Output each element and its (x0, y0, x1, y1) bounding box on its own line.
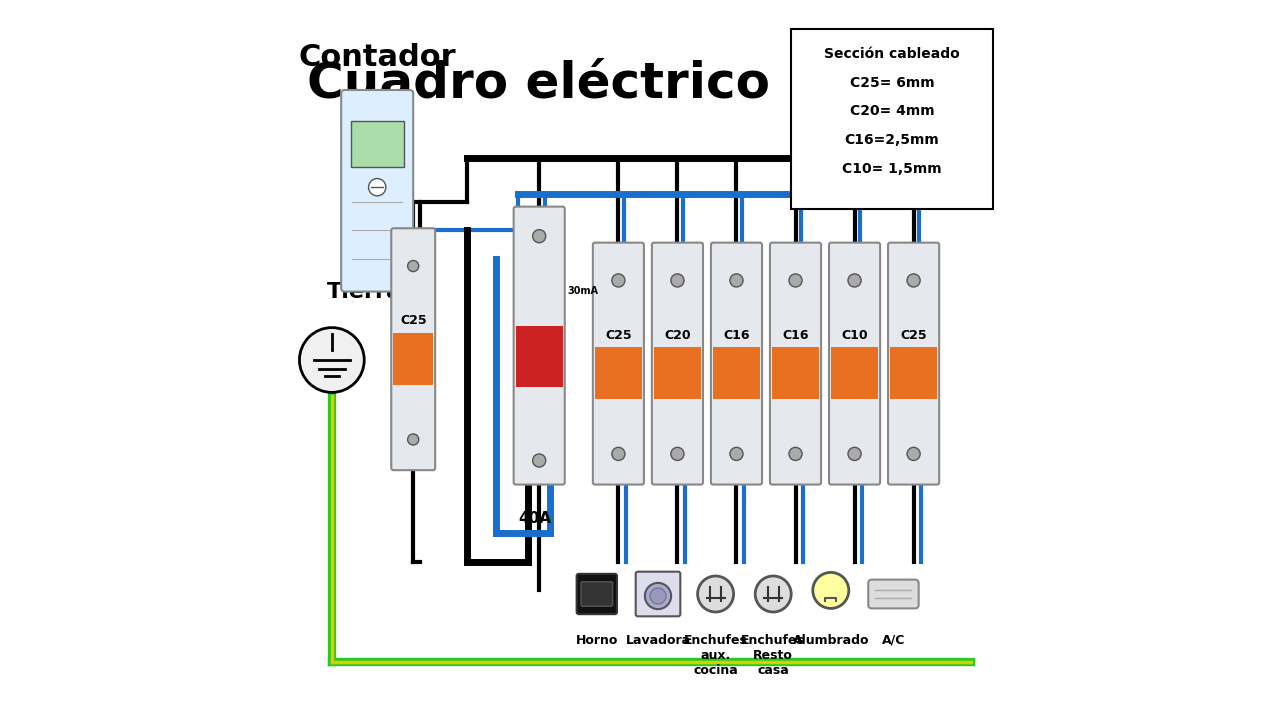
FancyBboxPatch shape (513, 207, 564, 485)
Circle shape (407, 261, 419, 271)
Text: Lavadora: Lavadora (626, 634, 691, 647)
Text: Contador: Contador (298, 43, 456, 72)
Text: C20= 4mm: C20= 4mm (850, 104, 934, 118)
FancyBboxPatch shape (710, 243, 762, 485)
Circle shape (908, 447, 920, 461)
Text: C25: C25 (900, 328, 927, 341)
Bar (516, 326, 563, 387)
FancyBboxPatch shape (351, 121, 404, 167)
Circle shape (730, 274, 742, 287)
Circle shape (532, 454, 545, 467)
Text: Enchufes
Resto
casa: Enchufes Resto casa (741, 634, 805, 677)
Circle shape (813, 572, 849, 608)
Circle shape (650, 588, 666, 604)
Circle shape (755, 576, 791, 612)
Bar (713, 347, 760, 399)
Text: 30mA: 30mA (567, 286, 598, 296)
Circle shape (788, 447, 803, 461)
FancyBboxPatch shape (636, 572, 681, 616)
Text: C25: C25 (399, 314, 426, 327)
Bar (595, 347, 641, 399)
Text: C16: C16 (723, 328, 750, 341)
Circle shape (788, 274, 803, 287)
FancyBboxPatch shape (593, 243, 644, 485)
FancyBboxPatch shape (577, 574, 617, 614)
Text: C10: C10 (841, 328, 868, 341)
Text: Alumbrado: Alumbrado (792, 634, 869, 647)
Bar (772, 347, 819, 399)
Bar (393, 333, 433, 385)
FancyBboxPatch shape (868, 580, 919, 608)
Bar (831, 347, 878, 399)
Circle shape (730, 447, 742, 461)
Circle shape (407, 434, 419, 445)
Circle shape (671, 274, 684, 287)
FancyBboxPatch shape (771, 243, 820, 485)
Text: Tierra: Tierra (326, 282, 402, 302)
Circle shape (908, 274, 920, 287)
Text: C20: C20 (664, 328, 691, 341)
Circle shape (369, 179, 385, 196)
Text: C10= 1,5mm: C10= 1,5mm (842, 162, 942, 176)
Circle shape (645, 583, 671, 609)
Circle shape (612, 274, 625, 287)
FancyBboxPatch shape (791, 29, 993, 209)
FancyBboxPatch shape (888, 243, 940, 485)
Text: Horno: Horno (576, 634, 618, 647)
Text: C25: C25 (605, 328, 632, 341)
Text: Sección cableado: Sección cableado (824, 47, 960, 60)
Bar (890, 347, 937, 399)
Text: Enchufes
aux.
cocina: Enchufes aux. cocina (684, 634, 748, 677)
Text: C16=2,5mm: C16=2,5mm (845, 133, 940, 147)
Circle shape (300, 328, 365, 392)
Circle shape (532, 230, 545, 243)
FancyBboxPatch shape (652, 243, 703, 485)
Text: C25= 6mm: C25= 6mm (850, 76, 934, 89)
Text: C16: C16 (782, 328, 809, 341)
Circle shape (671, 447, 684, 461)
Bar (654, 347, 701, 399)
Text: A/C: A/C (882, 634, 905, 647)
Circle shape (849, 447, 861, 461)
Circle shape (698, 576, 733, 612)
Circle shape (612, 447, 625, 461)
FancyBboxPatch shape (392, 228, 435, 470)
Text: Cuadro eléctrico simple: Cuadro eléctrico simple (307, 58, 973, 107)
FancyBboxPatch shape (581, 582, 613, 606)
Circle shape (849, 274, 861, 287)
FancyBboxPatch shape (829, 243, 881, 485)
Text: 40A: 40A (518, 511, 550, 526)
FancyBboxPatch shape (342, 90, 413, 292)
